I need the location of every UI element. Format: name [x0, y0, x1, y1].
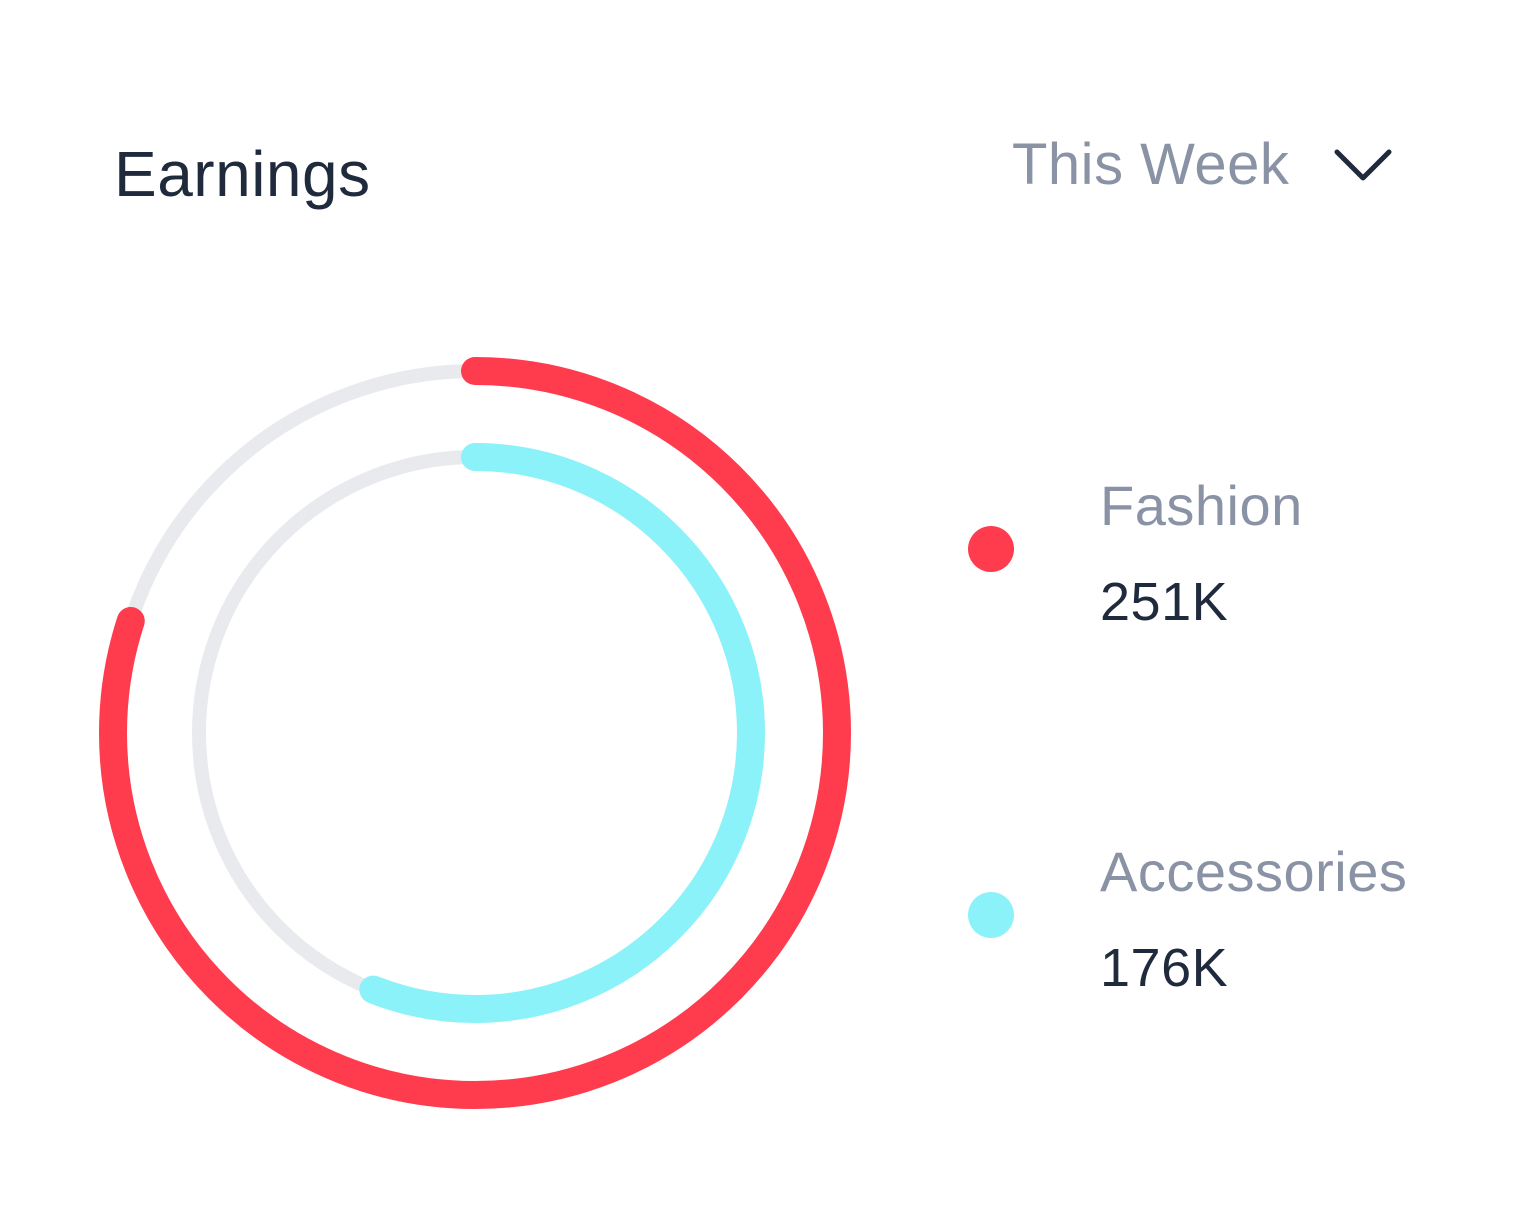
- accessories-legend-dot: [968, 892, 1014, 938]
- accessories-progress-arc: [185, 443, 765, 1023]
- chevron-down-icon: [1334, 149, 1392, 181]
- legend-item-fashion: Fashion 251K: [966, 474, 1486, 644]
- legend-value: 176K: [1100, 938, 1229, 998]
- fashion-progress-arc: [99, 357, 851, 1109]
- fashion-track-ring: [106, 364, 844, 1102]
- card-title: Earnings: [114, 138, 371, 210]
- period-dropdown-label: This Week: [1012, 131, 1290, 197]
- legend-label: Accessories: [1100, 840, 1408, 903]
- legend-label: Fashion: [1100, 474, 1303, 537]
- legend-item-accessories: Accessories 176K: [966, 840, 1486, 1010]
- fashion-legend-dot: [968, 526, 1014, 572]
- period-dropdown[interactable]: This Week: [1012, 128, 1393, 200]
- accessories-track-ring: [192, 450, 758, 1016]
- legend-value: 251K: [1100, 572, 1229, 632]
